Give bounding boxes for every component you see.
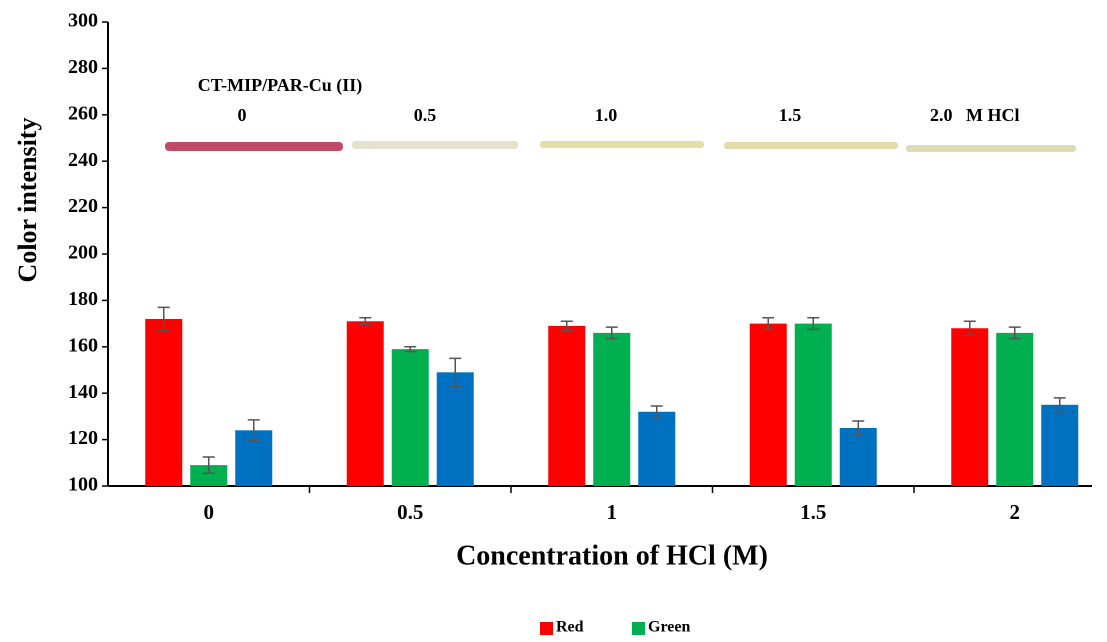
bar [436,372,474,486]
legend-swatch [540,622,553,635]
error-bar [807,317,820,331]
y-tick-label: 300 [68,10,98,32]
strip-image [724,142,898,149]
error-bar [963,320,976,336]
error-bar [650,405,663,419]
bar [548,325,586,486]
x-axis-title: Concentration of HCl (M) [456,540,768,571]
x-tick-label: 0.5 [397,500,423,524]
y-axis-title: Color intensity [13,118,42,283]
annotation: 0.5 [414,105,437,125]
error-bar [1008,326,1021,340]
annotation: CT-MIP/PAR-Cu (II) [198,75,363,96]
legend-swatch [632,622,645,635]
error-bar [247,419,260,442]
bar [951,328,989,486]
bar [593,332,631,486]
error-bar [1053,397,1066,413]
bar [145,318,183,486]
annotation: 0 [238,105,247,125]
bar [749,323,787,486]
y-tick-label: 240 [68,149,98,171]
annotation: 1.0 [595,105,618,125]
bar [391,349,429,486]
legend-label: Red [556,619,584,636]
bar [638,411,676,486]
x-tick-label: 0 [204,500,215,524]
error-bar [605,326,618,340]
annotation: 2.0 M HCl [930,105,1020,125]
x-tick-label: 2 [1010,500,1021,524]
bar [346,321,384,486]
y-tick-label: 180 [68,288,98,310]
y-tick-label: 100 [68,474,98,496]
strip-image [906,145,1076,152]
error-bar [404,346,417,353]
strip-image [352,141,518,149]
annotation: 1.5 [779,105,802,125]
y-tick-label: 280 [68,56,98,78]
error-bar [202,456,215,474]
y-tick-label: 200 [68,242,98,264]
error-bar [560,320,573,332]
y-tick-label: 260 [68,102,98,124]
bar [190,465,228,486]
error-bar [449,357,462,387]
y-tick-label: 140 [68,381,98,403]
y-tick-label: 220 [68,195,98,217]
error-bar [157,306,170,332]
bar [794,323,832,486]
y-tick-label: 160 [68,334,98,356]
strip-image [540,141,704,148]
x-tick-label: 1.5 [800,500,826,524]
x-tick-label: 1 [607,500,618,524]
error-bar [852,420,865,436]
error-bar [359,317,372,326]
strip-image [165,142,343,151]
error-bar [762,317,775,331]
bar [1041,404,1079,486]
bar [996,332,1034,486]
legend-label: Green [648,619,690,636]
y-tick-label: 120 [68,427,98,449]
bar [839,428,877,486]
